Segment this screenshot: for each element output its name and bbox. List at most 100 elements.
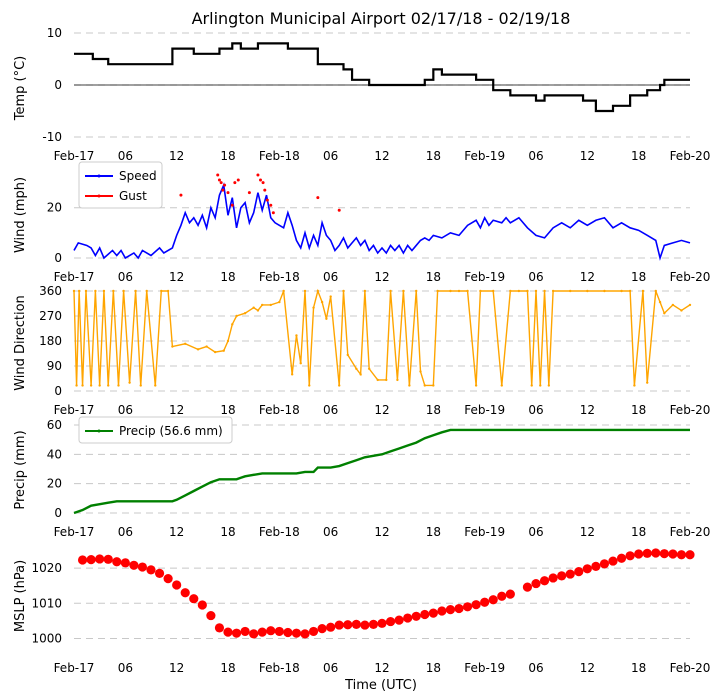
- mslp-point: [189, 594, 199, 604]
- x-tick-label: 06: [528, 525, 543, 539]
- x-tick-label: 18: [426, 270, 441, 284]
- mslp-point: [531, 578, 541, 589]
- x-tick-label: 18: [220, 661, 235, 675]
- temp-panel: -10 0 10 Temp (°C) Feb-17 06 12 18 Feb-18 06 12 18 F…: [13, 26, 710, 163]
- wind-direction-point: [226, 339, 230, 343]
- wind-direction-point: [231, 323, 234, 326]
- wind-gust-point: [265, 198, 269, 202]
- wind-direction-point: [628, 289, 632, 293]
- mslp-point: [420, 609, 430, 620]
- wind-direction-point: [449, 289, 452, 293]
- wind-speed-line: [73, 182, 691, 261]
- wind-direction-point: [154, 384, 157, 387]
- wind-gust-point: [219, 181, 223, 185]
- mslp-point: [454, 603, 464, 614]
- x-tick-label: 18: [426, 661, 441, 675]
- x-tick-label: 06: [528, 270, 543, 284]
- wind-direction-point: [385, 378, 388, 382]
- wind-direction-point: [98, 384, 101, 387]
- mslp-point: [197, 600, 207, 610]
- wind-direction-point: [419, 370, 422, 373]
- wind-gust-point: [226, 191, 230, 195]
- y-tick-label: 10: [47, 26, 62, 40]
- mslp-point: [86, 555, 96, 565]
- y-tick-label: 40: [47, 447, 62, 461]
- y-tick-label: 180: [39, 334, 62, 348]
- mslp-point: [146, 565, 156, 575]
- x-tick-label: 18: [631, 403, 646, 417]
- wind-direction-point: [526, 289, 529, 293]
- wind-direction-point: [500, 384, 503, 387]
- wind-direction-point: [308, 384, 311, 387]
- wind-direction-point: [432, 384, 435, 387]
- x-tick-label: 12: [169, 149, 184, 163]
- mslp-point: [437, 606, 447, 616]
- x-tick-label: Feb-20: [670, 661, 711, 675]
- x-tick-label: 06: [323, 403, 338, 417]
- mslp-point: [274, 626, 284, 637]
- wind-direction-point: [396, 378, 399, 382]
- y-tick-label: 360: [39, 284, 62, 298]
- wind-direction-point: [551, 289, 555, 293]
- chart-title: Arlington Municipal Airport 02/17/18 - 0…: [192, 9, 571, 28]
- mslp-point: [300, 629, 310, 639]
- x-tick-label: Feb-20: [670, 525, 711, 539]
- wind-direction-point: [261, 303, 264, 307]
- wind-direction-point: [160, 289, 163, 293]
- x-axis-label: Time (UTC): [344, 678, 417, 693]
- wind-direction-point: [517, 289, 521, 293]
- mslp-y-label: MSLP (hPa): [13, 560, 28, 632]
- wind-direction-line: [73, 288, 691, 387]
- wind-gust-point: [263, 188, 267, 192]
- y-tick-label: 20: [47, 201, 62, 215]
- x-tick-label: 18: [426, 525, 441, 539]
- mslp-point: [634, 549, 644, 559]
- x-tick-label: 12: [580, 149, 595, 163]
- mslp-point: [351, 619, 361, 629]
- wind-direction-point: [303, 289, 307, 293]
- mslp-point: [480, 597, 490, 607]
- wind-direction-point: [376, 378, 379, 382]
- precip-line: [73, 428, 690, 515]
- wind-direction-point: [256, 309, 260, 312]
- mslp-point: [180, 588, 190, 598]
- wind-gust-point: [271, 211, 275, 215]
- x-tick-label: Feb-17: [54, 149, 95, 163]
- mslp-point: [676, 550, 687, 560]
- wind-direction-point: [436, 289, 439, 293]
- wind-direction-point: [171, 345, 174, 348]
- wind-direction-point: [139, 384, 142, 387]
- wind-direction-point: [89, 384, 93, 387]
- wind-direction-point: [269, 303, 272, 307]
- mslp-point: [291, 628, 302, 638]
- mslp-point: [651, 548, 661, 558]
- x-tick-label: 06: [528, 661, 543, 675]
- y-tick-label: 90: [47, 359, 62, 373]
- wind-gust-point: [233, 181, 237, 185]
- mslp-point: [505, 589, 515, 599]
- x-tick-label: Feb-19: [464, 525, 505, 539]
- wind-direction-point: [213, 350, 217, 354]
- x-tick-label: 06: [528, 403, 543, 417]
- x-tick-label: Feb-18: [259, 403, 300, 417]
- y-tick-label: 0: [54, 506, 62, 520]
- wind-direction-point: [402, 289, 405, 293]
- wind-y-label: Wind (mph): [13, 177, 28, 253]
- wind-gust-point: [230, 203, 234, 207]
- mslp-point: [642, 548, 652, 558]
- wind-direction-point: [77, 289, 81, 293]
- wind-direction-point: [320, 300, 324, 304]
- x-tick-label: 18: [426, 403, 441, 417]
- mslp-point: [368, 619, 379, 629]
- x-tick-label: 12: [374, 525, 389, 539]
- wind-gust-point: [223, 183, 227, 187]
- x-tick-label: 06: [528, 149, 543, 163]
- wind-direction-point: [543, 289, 546, 293]
- wind-direction-point: [235, 314, 238, 318]
- legend-label: Speed: [119, 169, 157, 183]
- temp-y-label: Temp (°C): [13, 56, 28, 122]
- wind-direction-point: [205, 345, 208, 348]
- wind-direction-point: [646, 381, 649, 384]
- wind-gust-point: [216, 173, 220, 177]
- x-tick-label: 06: [118, 661, 133, 675]
